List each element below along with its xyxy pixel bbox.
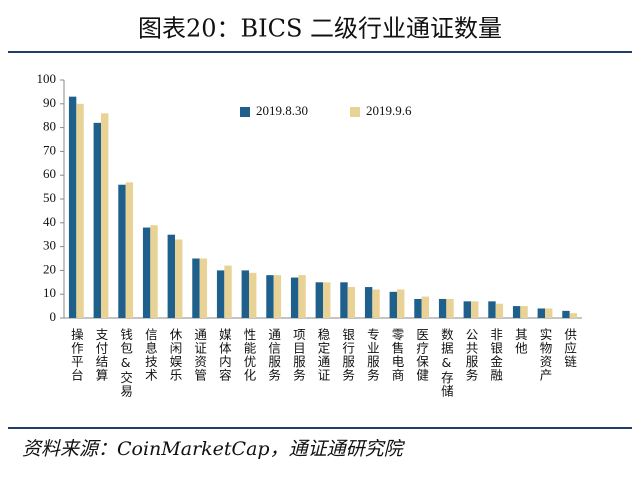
x-tick-label: 银行服务 xyxy=(340,328,355,382)
bar xyxy=(438,298,447,318)
bar xyxy=(414,298,422,318)
bar xyxy=(101,113,109,318)
x-tick-label: 媒体内容 xyxy=(217,328,232,382)
legend-label: 2019.9.6 xyxy=(366,103,412,118)
x-tick-label: 数据&存储 xyxy=(439,327,454,398)
bar xyxy=(224,265,232,318)
x-tick-label: 休闲娱乐 xyxy=(168,328,183,382)
x-tick-label: 性能优化 xyxy=(242,328,257,382)
x-tick-label: 通证资管 xyxy=(192,328,207,382)
bar xyxy=(471,301,479,318)
x-tick-label: 非银金融 xyxy=(488,328,503,382)
bar xyxy=(76,103,84,318)
bar xyxy=(323,282,331,318)
bar xyxy=(389,291,397,318)
x-tick-label: 信息技术 xyxy=(143,328,158,382)
bar xyxy=(175,239,183,318)
bar xyxy=(266,275,274,318)
y-tick-label: 50 xyxy=(43,190,56,205)
bar xyxy=(68,96,77,318)
x-tick-label: 实物资产 xyxy=(538,327,553,382)
bar xyxy=(216,270,225,318)
y-tick-label: 20 xyxy=(43,261,56,276)
bar xyxy=(537,308,545,318)
bar xyxy=(249,272,257,318)
bar xyxy=(569,313,578,318)
chart-title: 图表20：BICS 二级行业通证数量 xyxy=(138,15,502,43)
bar xyxy=(562,310,570,318)
y-tick-label: 80 xyxy=(43,119,56,134)
bar xyxy=(192,258,200,318)
legend-label: 2019.8.30 xyxy=(256,103,308,118)
x-tick-label: 专业服务 xyxy=(365,327,380,382)
bar xyxy=(463,301,471,318)
bar xyxy=(364,287,373,318)
bar xyxy=(421,296,430,318)
legend-swatch xyxy=(350,107,360,117)
y-tick-label: 40 xyxy=(43,214,56,229)
x-tick-label: 供应链 xyxy=(562,328,577,369)
y-tick-label: 60 xyxy=(43,166,56,181)
x-tick-label: 公共服务 xyxy=(464,328,479,382)
bar xyxy=(273,275,282,318)
bar xyxy=(125,182,134,318)
bar xyxy=(446,298,454,318)
bar xyxy=(340,282,348,318)
bar xyxy=(545,308,553,318)
bar xyxy=(397,289,405,318)
bar xyxy=(142,227,151,318)
x-tick-label: 稳定通证 xyxy=(316,327,331,382)
x-tick-label: 其他 xyxy=(513,328,528,355)
x-tick-label: 医疗保健 xyxy=(414,328,429,382)
bar xyxy=(118,184,126,318)
bar xyxy=(290,277,299,318)
bar xyxy=(520,306,528,318)
bar xyxy=(199,258,208,318)
bar xyxy=(241,270,249,318)
bar xyxy=(298,275,306,318)
x-tick-label: 通信服务 xyxy=(266,328,281,382)
bar xyxy=(372,289,380,318)
y-tick-label: 90 xyxy=(43,95,56,110)
bar xyxy=(93,122,101,318)
bar xyxy=(347,287,356,318)
x-tick-label: 零售电商 xyxy=(390,328,405,382)
bar xyxy=(315,282,323,318)
y-tick-label: 70 xyxy=(43,142,56,157)
source: 资料来源：CoinMarketCap，通证通研究院 xyxy=(22,438,406,460)
y-tick-label: 10 xyxy=(43,285,56,300)
bar xyxy=(167,234,175,318)
x-tick-label: 项目服务 xyxy=(291,328,306,382)
y-tick-label: 0 xyxy=(50,309,57,324)
legend-swatch xyxy=(240,107,250,117)
bar xyxy=(488,301,496,318)
x-tick-label: 钱包&交易 xyxy=(118,327,133,398)
x-tick-label: 支付结算 xyxy=(94,328,109,382)
bar xyxy=(512,306,521,318)
bar xyxy=(495,303,504,318)
y-tick-label: 30 xyxy=(43,238,56,253)
x-tick-label: 操作平台 xyxy=(69,327,84,382)
y-tick-label: 100 xyxy=(37,71,57,86)
bar xyxy=(150,225,158,318)
